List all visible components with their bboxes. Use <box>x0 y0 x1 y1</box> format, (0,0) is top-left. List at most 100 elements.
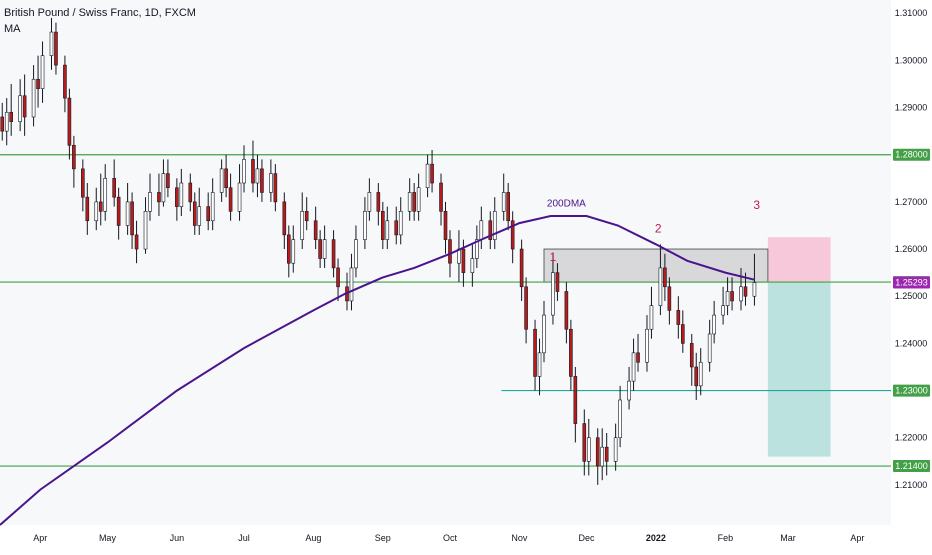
candle <box>175 178 179 221</box>
candle-body <box>492 211 497 240</box>
y-tick-label: 1.31000 <box>895 8 928 18</box>
candle-body <box>54 31 58 66</box>
candle-body <box>72 144 76 170</box>
candle <box>188 173 193 212</box>
candle-body <box>604 446 609 462</box>
candle <box>725 277 730 316</box>
candle <box>412 183 416 221</box>
candle-body <box>618 399 622 439</box>
candle-body <box>0 116 5 132</box>
candle <box>228 173 233 221</box>
candle-body <box>282 201 287 236</box>
candle <box>537 338 542 396</box>
candle <box>210 178 215 231</box>
candle-body <box>81 168 85 198</box>
price-label-tag: 1.21400 <box>893 460 930 473</box>
candle-body <box>157 192 161 203</box>
candle-body <box>242 159 246 184</box>
candle <box>645 315 649 372</box>
candle <box>219 159 224 202</box>
y-tick-label: 1.27000 <box>895 197 928 207</box>
candle <box>407 178 412 221</box>
candle <box>533 319 537 391</box>
candle-body <box>586 437 591 462</box>
candle-body <box>36 78 40 89</box>
y-tick-label: 1.25000 <box>895 291 928 301</box>
candle-body <box>519 248 524 288</box>
candle-body <box>443 211 448 240</box>
candle-body <box>192 201 197 226</box>
candle <box>689 333 694 386</box>
price-axis-background <box>891 0 932 550</box>
candle-body <box>667 286 672 311</box>
candle <box>573 366 578 443</box>
indicator-label[interactable]: MA <box>4 23 21 35</box>
candle-body <box>49 31 54 56</box>
candle-body <box>627 380 631 401</box>
candle-body <box>300 211 305 240</box>
take-profit-zone <box>767 282 831 457</box>
candle-body <box>689 343 694 368</box>
price-label-text: 1.25293 <box>895 278 928 288</box>
candle-body <box>40 55 45 89</box>
candle <box>143 197 148 254</box>
candle <box>72 135 76 188</box>
candle <box>363 197 367 250</box>
candle-body <box>381 211 385 240</box>
candle <box>300 192 305 250</box>
candle <box>197 187 202 235</box>
x-tick-label: Apr <box>850 533 864 543</box>
candle-body <box>291 239 296 264</box>
candle-body <box>237 182 242 212</box>
candle <box>721 286 725 325</box>
price-label-tag: 1.28000 <box>893 148 930 161</box>
candle-body <box>376 192 381 212</box>
candle-body <box>506 192 510 222</box>
candle <box>273 164 278 212</box>
candle-body <box>336 267 340 288</box>
candle-body <box>676 310 681 325</box>
candle <box>555 263 560 301</box>
candle-body <box>219 168 224 193</box>
y-tick-label: 1.21000 <box>895 480 928 490</box>
candle <box>698 348 703 396</box>
y-tick-label: 1.22000 <box>895 433 928 443</box>
candle <box>519 239 524 301</box>
candle <box>658 244 663 316</box>
candle-body <box>681 324 685 344</box>
candle <box>582 409 587 476</box>
candle <box>739 267 743 311</box>
candle <box>730 277 734 311</box>
candle <box>492 197 497 250</box>
candle <box>255 154 260 198</box>
candle-body <box>255 168 260 184</box>
x-tick-label: Mar <box>780 533 796 543</box>
candle <box>286 225 291 278</box>
x-tick-label: Apr <box>33 533 47 543</box>
candle-body <box>318 239 322 259</box>
resistance-zone <box>543 248 769 283</box>
candle-body <box>112 178 116 198</box>
x-tick-label: 2022 <box>646 533 666 543</box>
candle <box>269 159 273 202</box>
candle-body <box>658 267 663 306</box>
candle <box>98 173 103 226</box>
candle <box>0 102 5 141</box>
price-label-text: 1.23000 <box>895 386 928 396</box>
candle <box>475 225 479 268</box>
candle <box>376 183 381 226</box>
candle <box>636 333 640 372</box>
candle <box>439 173 443 226</box>
candle-body <box>730 291 734 302</box>
candle <box>752 253 757 306</box>
candle-body <box>542 314 546 354</box>
candle <box>470 244 475 287</box>
symbol-title[interactable]: British Pound / Swiss Franc, 1D, FXCM <box>4 7 196 19</box>
x-tick-label: Dec <box>579 533 596 543</box>
price-label-tag: 1.25293 <box>893 276 930 289</box>
candle <box>166 159 170 198</box>
candle-body <box>398 211 403 236</box>
annotation-label: 2 <box>655 222 662 236</box>
